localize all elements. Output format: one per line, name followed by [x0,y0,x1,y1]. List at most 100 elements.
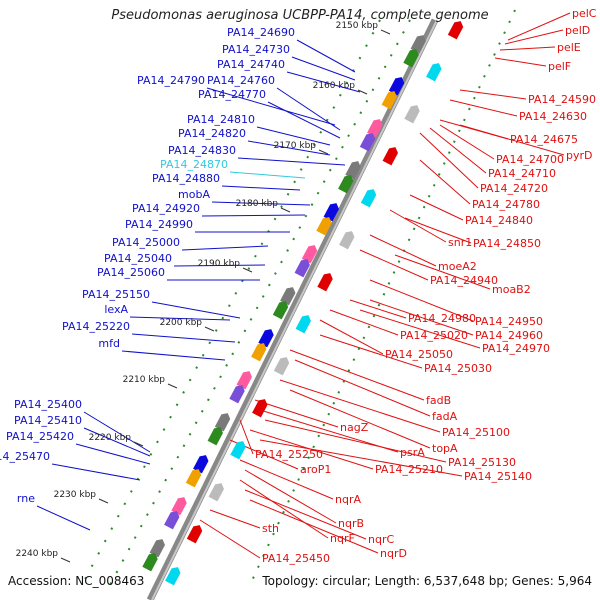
leader-line [206,87,336,126]
gene-label: PA14_25050 [385,348,453,361]
ruler-tick [60,557,71,563]
gene-label: PA14_24840 [465,214,533,227]
leader-line [75,443,151,465]
ruler-tick [204,326,215,332]
gene-label: nqrD [380,547,407,560]
gene-feature [323,203,339,222]
gene-label: lexA [104,303,128,316]
gene-feature [236,371,252,390]
leader-line [247,140,331,156]
leader-line [429,127,487,174]
gene-feature [272,301,289,320]
ruler-tick [133,441,144,447]
gene-feature [317,273,333,292]
gene-feature [367,119,383,138]
gene-feature [360,189,377,208]
gene-label: PA14_24880 [152,172,220,185]
gene-label: PA14_25450 [262,552,330,565]
gene-feature [426,63,442,82]
gene-label: aroP1 [300,463,331,476]
gene-feature [280,287,296,306]
gene-label: PA14_24760 [207,74,275,87]
gene-feature [230,441,246,460]
gene-label: PA14_25040 [104,252,172,265]
gene-feature [193,455,209,474]
gene-feature [207,427,223,446]
gene-feature [339,231,355,250]
gene-label: nqrC [368,533,394,546]
ruler-label: 2160 kbp [313,81,356,91]
leader-line [439,124,495,160]
gene-label: nqrF [330,532,355,545]
leader-line [151,301,241,319]
gene-label: PA14_24710 [488,167,556,180]
gene-label: nqrA [335,493,361,506]
leader-line [389,209,447,243]
leader-line [459,124,565,156]
leader-line [404,217,472,244]
leader-line [349,299,407,319]
gene-feature [273,357,290,376]
leader-line [36,505,91,531]
leader-line [329,309,399,336]
gene-label: pelF [548,60,571,73]
leader-line [131,333,236,343]
leader-line [264,419,447,463]
leader-line [359,309,481,349]
leader-line [83,411,151,453]
gene-label: PA14_24830 [168,144,236,157]
gene-feature [301,245,318,264]
gene-feature [258,329,274,348]
gene-label: PA14_25150 [82,288,150,301]
gene-label: PA14_25060 [97,266,165,279]
ruler-tick [242,267,253,273]
gene-label: PA14_25400 [14,398,82,411]
gene-label: PA14_24920 [132,202,200,215]
gene-label: PA14_24850 [473,237,541,250]
right-gene-labels: pelC pelD pelE pelF PA14_24590 PA14_24630 PA14… [255,7,597,565]
gene-label: moaB2 [492,283,531,296]
gene-label: PA14_24740 [217,58,285,71]
gene-label: PA14_24730 [222,43,290,56]
gene-label: snr1 [448,236,472,249]
gene-feature [381,91,397,110]
leader-line [286,71,361,93]
gene-label: PA14_25100 [442,426,510,439]
ruler-label: 2170 kbp [274,141,317,151]
leader-line [181,245,269,251]
leader-line [259,409,399,453]
leader-line [259,439,463,477]
leader-lines [36,12,571,559]
leader-line [199,519,261,559]
ruler-label: 2180 kbp [236,199,279,209]
ruler-label: 2240 kbp [16,549,59,559]
gene-feature [251,343,267,362]
gene-label: PA14_24940 [430,274,498,287]
gene-label: PA14_25140 [464,470,532,483]
leader-line [394,254,491,290]
gene-feature [142,553,158,572]
leader-line [229,171,306,179]
leader-line [121,350,226,361]
gene-feature [403,49,419,68]
leader-line [211,201,311,206]
ruler-label: 2190 kbp [198,259,241,269]
gene-feature [410,35,426,54]
leader-line [221,185,301,191]
gene-label: PA14_24980 [408,312,476,325]
gene-feature [404,105,420,124]
gene-label: PA14_25000 [112,236,180,249]
accession-text: Accession: NC_008463 [8,574,145,588]
ruler-tick [98,498,109,504]
gene-label: PA14_24675 [510,133,578,146]
gene-feature [388,77,405,96]
gene-label: PA14_25250 [255,448,323,461]
gene-label: PA14_24700 [496,153,564,166]
gene-label: PA14_25130 [448,456,516,469]
gene-feature [171,497,187,516]
gene-label: pyrD [566,149,593,162]
ruler-tick [357,89,368,95]
leader-line [51,463,141,481]
gene-feature [345,161,361,180]
